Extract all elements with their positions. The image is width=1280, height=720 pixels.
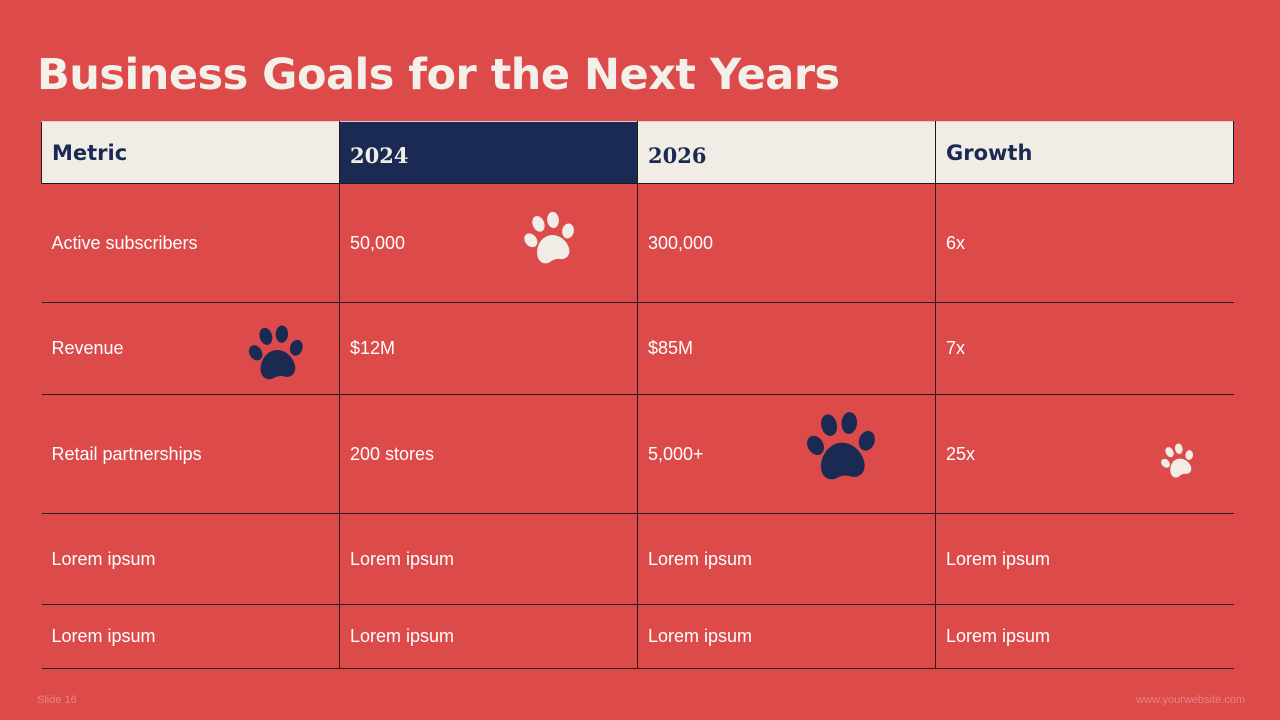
table-row: Active subscribers 50,000 300,000 6x bbox=[41, 183, 1234, 303]
header-metric: Metric bbox=[41, 121, 340, 184]
table-cell: $85M bbox=[637, 302, 936, 395]
table-cell: 7x bbox=[935, 302, 1234, 395]
website-url: www.yourwebsite.com bbox=[1136, 694, 1245, 706]
table-cell: Lorem ipsum bbox=[41, 604, 340, 669]
table-cell: 25x bbox=[935, 394, 1234, 514]
slide-title: Business Goals for the Next Years bbox=[37, 50, 840, 100]
table-cell: Lorem ipsum bbox=[935, 604, 1234, 669]
paw-print-icon bbox=[1153, 437, 1204, 486]
table-cell: 6x bbox=[935, 183, 1234, 303]
table-cell: Lorem ipsum bbox=[935, 513, 1234, 605]
table-row: Lorem ipsum Lorem ipsum Lorem ipsum Lore… bbox=[41, 604, 1234, 669]
table-cell: Lorem ipsum bbox=[339, 513, 638, 605]
table-cell: Lorem ipsum bbox=[339, 604, 638, 669]
goals-table: Metric 2024 2026 Growth Active subscribe… bbox=[41, 121, 1234, 669]
table-cell: Active subscribers bbox=[41, 183, 340, 303]
header-2024: 2024 bbox=[339, 121, 638, 184]
table-cell: 5,000+ bbox=[637, 394, 936, 514]
table-cell: Revenue bbox=[41, 302, 340, 395]
table-row: Retail partnerships 200 stores 5,000+ 25… bbox=[41, 394, 1234, 514]
table-cell: Lorem ipsum bbox=[41, 513, 340, 605]
slide-number: Slide 16 bbox=[37, 694, 77, 706]
table-header-row: Metric 2024 2026 Growth bbox=[41, 121, 1234, 184]
table-cell: $12M bbox=[339, 302, 638, 395]
paw-print-icon bbox=[237, 319, 315, 390]
table-row: Lorem ipsum Lorem ipsum Lorem ipsum Lore… bbox=[41, 513, 1234, 605]
table-row: Revenue $12M $85M 7x bbox=[41, 302, 1234, 395]
table-cell: 300,000 bbox=[637, 183, 936, 303]
paw-print-icon bbox=[794, 406, 888, 493]
table-cell: 50,000 bbox=[339, 183, 638, 303]
table-cell: Lorem ipsum bbox=[637, 513, 936, 605]
paw-print-icon bbox=[514, 204, 585, 275]
table-cell: Retail partnerships bbox=[41, 394, 340, 514]
table-cell: 200 stores bbox=[339, 394, 638, 514]
header-growth: Growth bbox=[935, 121, 1234, 184]
table-cell: Lorem ipsum bbox=[637, 604, 936, 669]
header-2026: 2026 bbox=[637, 121, 936, 184]
